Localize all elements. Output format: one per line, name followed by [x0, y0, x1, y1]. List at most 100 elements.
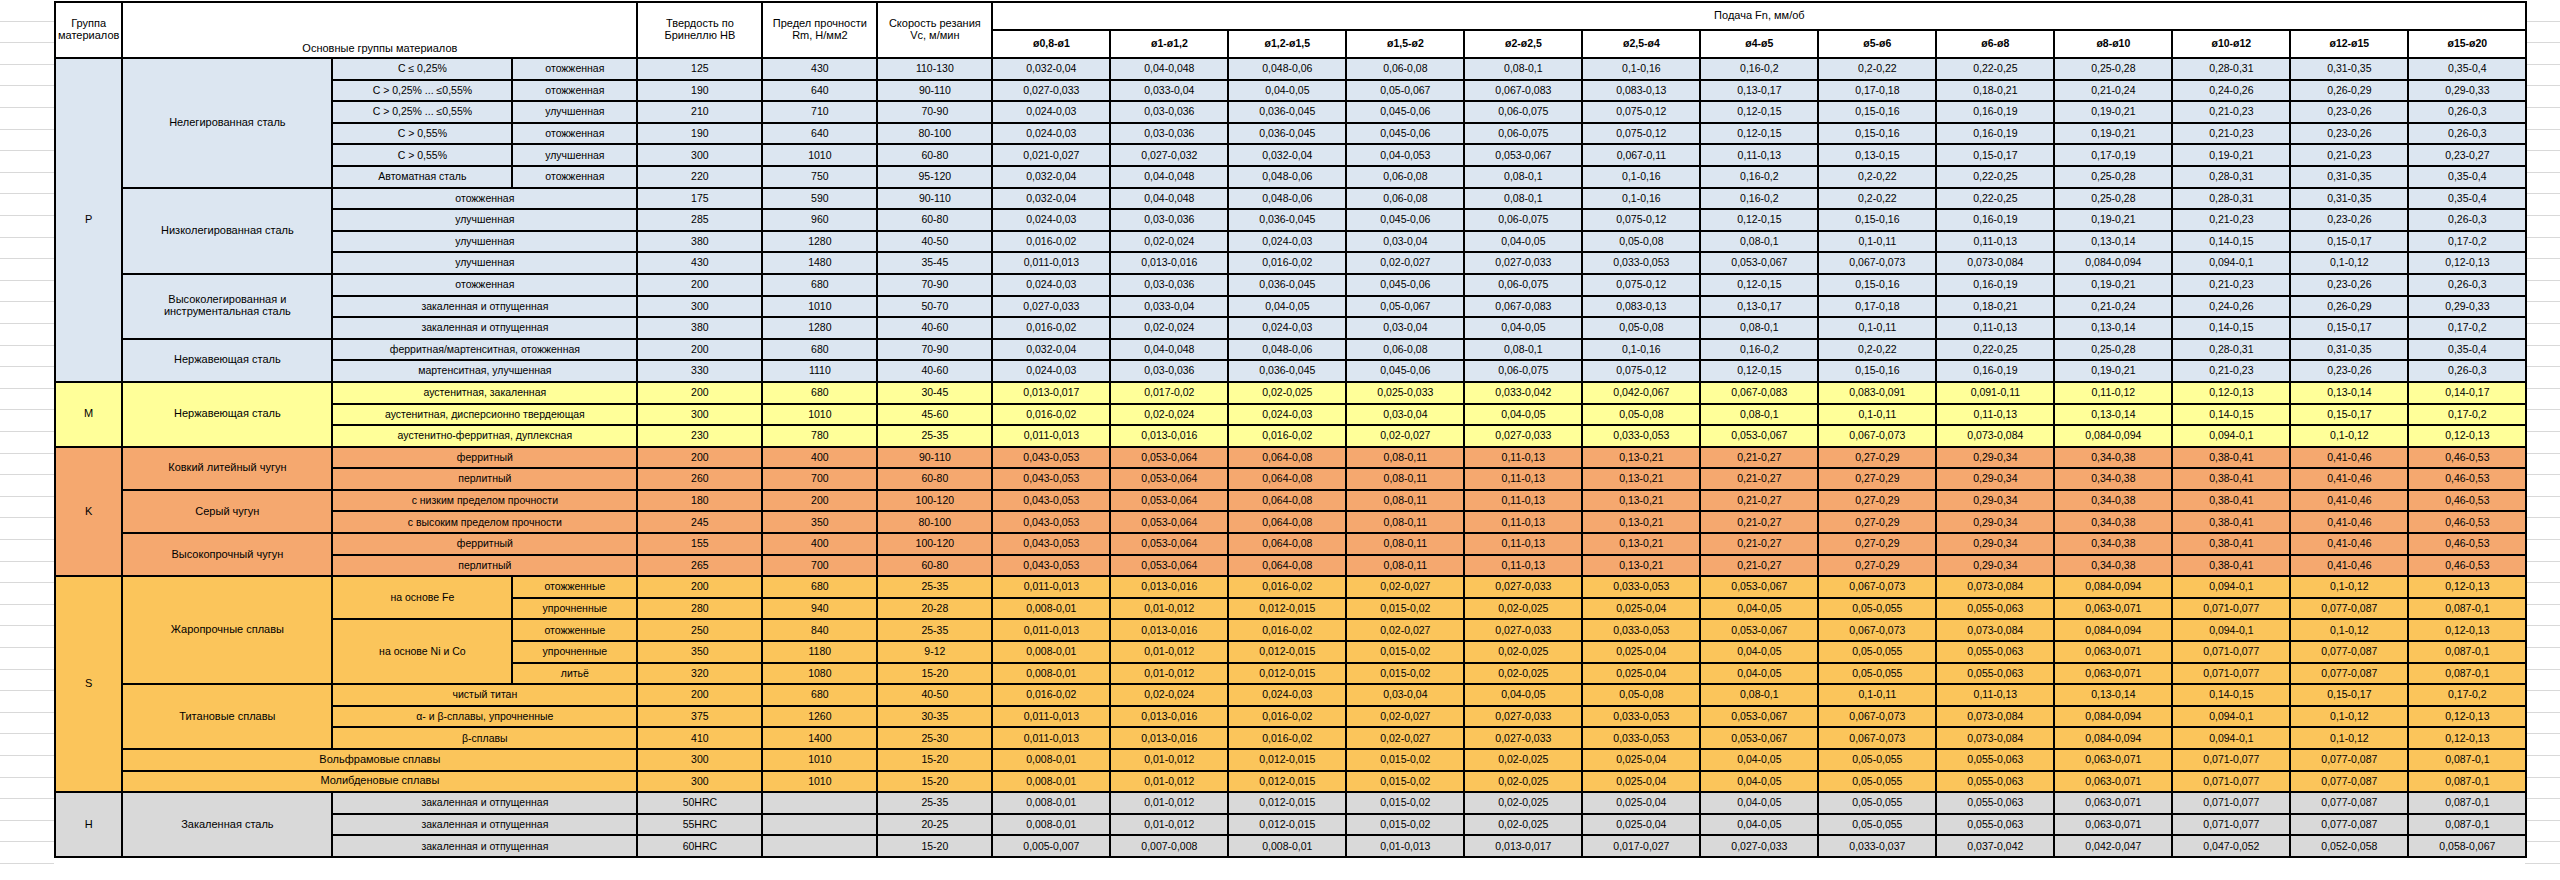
cell-feed[interactable]: 0,04-0,05	[1228, 80, 1346, 102]
cell-feed[interactable]: 0,16-0,19	[1936, 209, 2054, 231]
cell-feed[interactable]: 0,053-0,064	[1110, 555, 1228, 577]
cell-state[interactable]: улучшенная	[332, 252, 637, 274]
cell-feed[interactable]: 0,04-0,05	[1700, 814, 1818, 836]
cell-feed[interactable]: 0,1-0,12	[2290, 252, 2408, 274]
cell-feed[interactable]: 0,012-0,015	[1228, 598, 1346, 620]
cell-feed[interactable]: 0,16-0,19	[1936, 101, 2054, 123]
cell-feed[interactable]: 0,12-0,13	[2408, 252, 2526, 274]
cell-state[interactable]: α- и β-сплавы, упрочненные	[332, 706, 637, 728]
cell-feed[interactable]: 0,027-0,033	[1700, 835, 1818, 857]
cell-feed[interactable]: 0,12-0,13	[2408, 619, 2526, 641]
cell-state[interactable]: ферритная/мартенситная, отожженная	[332, 339, 637, 361]
cell-feed[interactable]: 0,021-0,027	[992, 144, 1110, 166]
cell-material[interactable]: Высокопрочный чугун	[122, 533, 332, 576]
cell-rm[interactable]: 1280	[762, 231, 877, 253]
cell-feed[interactable]: 0,16-0,2	[1700, 188, 1818, 210]
cell-vc[interactable]: 90-110	[877, 80, 992, 102]
cell-feed[interactable]: 0,073-0,084	[1936, 619, 2054, 641]
cell-feed[interactable]: 0,075-0,12	[1582, 101, 1700, 123]
cell-feed[interactable]: 0,29-0,34	[1936, 555, 2054, 577]
cell-feed[interactable]: 0,02-0,025	[1464, 771, 1582, 793]
cell-feed[interactable]: 0,1-0,12	[2290, 706, 2408, 728]
cell-feed[interactable]: 0,008-0,01	[992, 641, 1110, 663]
cell-feed[interactable]: 0,055-0,063	[1936, 814, 2054, 836]
cell-feed[interactable]: 0,04-0,05	[1700, 663, 1818, 685]
cell-feed[interactable]: 0,02-0,027	[1346, 425, 1464, 447]
cell-feed[interactable]: 0,15-0,16	[1818, 123, 1936, 145]
cell-feed[interactable]: 0,036-0,045	[1228, 101, 1346, 123]
cell-feed[interactable]: 0,06-0,075	[1464, 274, 1582, 296]
cell-feed[interactable]: 0,17-0,19	[2054, 144, 2172, 166]
cell-state[interactable]: литьё	[512, 663, 637, 685]
cell-vc[interactable]: 40-60	[877, 360, 992, 382]
cell-rm[interactable]	[762, 792, 877, 814]
cell-feed[interactable]: 0,077-0,087	[2290, 663, 2408, 685]
cell-vc[interactable]: 70-90	[877, 274, 992, 296]
cell-class[interactable]: Автоматная сталь	[332, 166, 512, 188]
cell-hb[interactable]: 60HRC	[637, 835, 762, 857]
cell-rm[interactable]: 680	[762, 274, 877, 296]
cell-feed[interactable]: 0,12-0,15	[1700, 274, 1818, 296]
cell-feed[interactable]: 0,46-0,53	[2408, 468, 2526, 490]
cell-feed[interactable]: 0,38-0,41	[2172, 533, 2290, 555]
cell-material[interactable]: Низколегированная сталь	[122, 188, 332, 274]
cell-vc[interactable]: 80-100	[877, 123, 992, 145]
cell-feed[interactable]: 0,053-0,067	[1464, 144, 1582, 166]
cell-vc[interactable]: 60-80	[877, 209, 992, 231]
cell-feed[interactable]: 0,12-0,13	[2408, 576, 2526, 598]
cell-feed[interactable]: 0,012-0,015	[1228, 814, 1346, 836]
cell-feed[interactable]: 0,04-0,048	[1110, 58, 1228, 80]
cell-feed[interactable]: 0,21-0,27	[1700, 447, 1818, 469]
cell-feed[interactable]: 0,08-0,1	[1700, 231, 1818, 253]
cell-feed[interactable]: 0,017-0,02	[1110, 382, 1228, 404]
cell-hb[interactable]: 200	[637, 447, 762, 469]
cell-state[interactable]: закаленная и отпущенная	[332, 317, 637, 339]
cell-feed[interactable]: 0,084-0,094	[2054, 619, 2172, 641]
cell-feed[interactable]: 0,013-0,016	[1110, 619, 1228, 641]
cell-feed[interactable]: 0,084-0,094	[2054, 425, 2172, 447]
cell-vc[interactable]: 30-45	[877, 382, 992, 404]
cell-feed[interactable]: 0,04-0,053	[1346, 144, 1464, 166]
cell-feed[interactable]: 0,14-0,17	[2408, 382, 2526, 404]
cell-feed[interactable]: 0,13-0,21	[1582, 533, 1700, 555]
cell-feed[interactable]: 0,02-0,024	[1110, 404, 1228, 426]
cell-feed[interactable]: 0,024-0,03	[992, 101, 1110, 123]
cell-feed[interactable]: 0,25-0,28	[2054, 166, 2172, 188]
cell-feed[interactable]: 0,015-0,02	[1346, 792, 1464, 814]
cell-feed[interactable]: 0,063-0,071	[2054, 663, 2172, 685]
header-hardness[interactable]: Твердость по Бринеллю HB	[637, 2, 762, 58]
cell-material[interactable]: Вольфрамовые сплавы	[122, 749, 637, 771]
cell-feed[interactable]: 0,23-0,26	[2290, 123, 2408, 145]
cell-hb[interactable]: 200	[637, 576, 762, 598]
cell-feed[interactable]: 0,13-0,21	[1582, 511, 1700, 533]
cell-feed[interactable]: 0,23-0,26	[2290, 360, 2408, 382]
cell-feed[interactable]: 0,04-0,05	[1464, 317, 1582, 339]
cell-hb[interactable]: 190	[637, 123, 762, 145]
cell-class[interactable]: C > 0,25% ... ≤0,55%	[332, 80, 512, 102]
cell-feed[interactable]: 0,19-0,21	[2054, 101, 2172, 123]
cell-feed[interactable]: 0,087-0,1	[2408, 641, 2526, 663]
cell-feed[interactable]: 0,24-0,26	[2172, 296, 2290, 318]
cell-group[interactable]: K	[55, 447, 122, 577]
cell-feed[interactable]: 0,13-0,14	[2054, 231, 2172, 253]
cell-feed[interactable]: 0,02-0,024	[1110, 317, 1228, 339]
cell-feed[interactable]: 0,29-0,34	[1936, 511, 2054, 533]
cell-feed[interactable]: 0,29-0,34	[1936, 490, 2054, 512]
cell-feed[interactable]: 0,41-0,46	[2290, 468, 2408, 490]
cell-feed[interactable]: 0,036-0,045	[1228, 209, 1346, 231]
cell-feed[interactable]: 0,055-0,063	[1936, 598, 2054, 620]
cell-feed[interactable]: 0,23-0,26	[2290, 101, 2408, 123]
cell-feed[interactable]: 0,05-0,08	[1582, 231, 1700, 253]
cell-feed[interactable]: 0,071-0,077	[2172, 814, 2290, 836]
cell-feed[interactable]: 0,024-0,03	[1228, 231, 1346, 253]
cell-feed[interactable]: 0,22-0,25	[1936, 339, 2054, 361]
cell-hb[interactable]: 250	[637, 619, 762, 641]
cell-feed[interactable]: 0,084-0,094	[2054, 252, 2172, 274]
cell-vc[interactable]: 40-50	[877, 684, 992, 706]
cell-feed[interactable]: 0,037-0,042	[1936, 835, 2054, 857]
cell-hb[interactable]: 330	[637, 360, 762, 382]
cell-feed[interactable]: 0,087-0,1	[2408, 749, 2526, 771]
cell-feed[interactable]: 0,12-0,15	[1700, 101, 1818, 123]
cell-feed[interactable]: 0,036-0,045	[1228, 360, 1346, 382]
cell-feed[interactable]: 0,015-0,02	[1346, 749, 1464, 771]
